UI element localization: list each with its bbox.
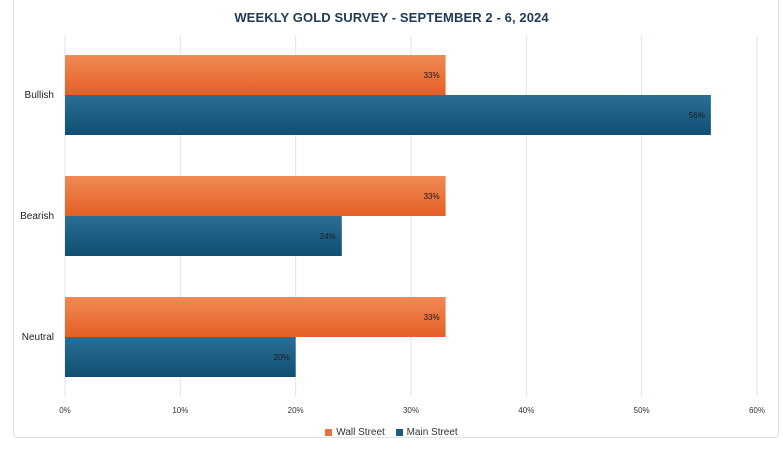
x-tick-label: 50% — [634, 406, 650, 415]
bar-main-street-bullish — [65, 95, 711, 135]
bar-wall-street-neutral — [65, 297, 446, 337]
x-tick-label: 30% — [403, 406, 419, 415]
legend-item-wall-street: Wall Street — [325, 427, 385, 438]
legend-swatch-main-street — [395, 429, 403, 436]
category-label-bullish: Bullish — [25, 90, 54, 101]
bar-wall-street-bearish — [65, 176, 446, 216]
category-label-bearish: Bearish — [20, 211, 54, 222]
legend-label-wall-street: Wall Street — [336, 427, 385, 438]
x-tick-label: 0% — [59, 406, 71, 415]
legend-label-main-street: Main Street — [406, 427, 458, 438]
data-label-main-street-bearish: 24% — [320, 232, 336, 241]
category-label-neutral: Neutral — [22, 332, 54, 343]
data-label-wall-street-bullish: 33% — [424, 71, 440, 80]
legend-swatch-wall-street — [325, 429, 333, 436]
bar-wall-street-bullish — [65, 55, 446, 95]
legend: Wall Street Main Street — [0, 427, 783, 439]
data-label-main-street-bullish: 56% — [689, 111, 705, 120]
x-tick-label: 20% — [288, 406, 304, 415]
x-tick-label: 10% — [172, 406, 188, 415]
x-tick-label: 40% — [518, 406, 534, 415]
data-label-wall-street-neutral: 33% — [424, 313, 440, 322]
chart-title: WEEKLY GOLD SURVEY - SEPTEMBER 2 - 6, 20… — [234, 10, 549, 25]
x-tick-label: 60% — [749, 406, 765, 415]
data-label-wall-street-bearish: 33% — [424, 192, 440, 201]
bar-main-street-bearish — [65, 216, 342, 256]
legend-item-main-street: Main Street — [395, 427, 458, 438]
chart-frame — [13, 0, 779, 438]
x-tick-labels: 0% 10% 20% 30% 40% 50% 60% — [59, 406, 765, 415]
category-labels: Bullish Bearish Neutral — [20, 90, 54, 343]
bars: 33% 56% 33% 24% 33% 20% — [65, 55, 711, 377]
data-label-main-street-neutral: 20% — [274, 353, 290, 362]
bar-main-street-neutral — [65, 337, 296, 377]
